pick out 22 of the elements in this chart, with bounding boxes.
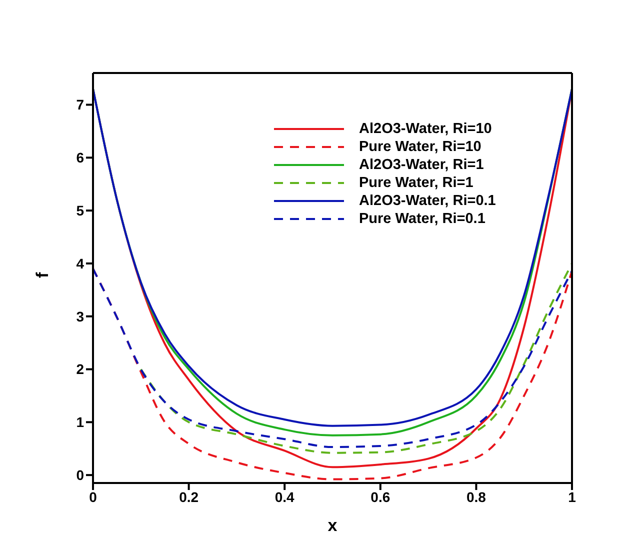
y-tick-label: 6: [76, 150, 84, 166]
y-axis-title: f: [33, 272, 52, 278]
x-tick-label: 0.4: [274, 488, 295, 505]
x-tick-label: 0.2: [179, 488, 199, 505]
x-tick-label: 0: [89, 488, 98, 505]
y-tick-label: 2: [76, 361, 84, 378]
x-tick-label: 1: [568, 488, 576, 505]
y-tick-label: 7: [76, 96, 84, 113]
x-axis-title: x: [328, 516, 338, 535]
y-tick-label: 0: [76, 467, 84, 484]
legend-label: Pure Water, Ri=0.1: [359, 210, 486, 228]
legend-label: Pure Water, Ri=10: [359, 138, 482, 156]
legend-label: Al2O3-Water, Ri=10: [359, 120, 492, 138]
y-tick-label: 5: [76, 202, 84, 219]
x-tick-label: 0.6: [370, 488, 390, 505]
legend-label: Pure Water, Ri=1: [359, 174, 474, 192]
x-tick-label: 0.8: [466, 488, 486, 505]
legend-label: Al2O3-Water, Ri=0.1: [359, 192, 496, 210]
y-tick-label: 1: [76, 414, 84, 430]
y-tick-label: 4: [76, 255, 84, 272]
y-tick-label: 3: [76, 308, 84, 324]
legend-label: Al2O3-Water, Ri=1: [359, 156, 484, 174]
